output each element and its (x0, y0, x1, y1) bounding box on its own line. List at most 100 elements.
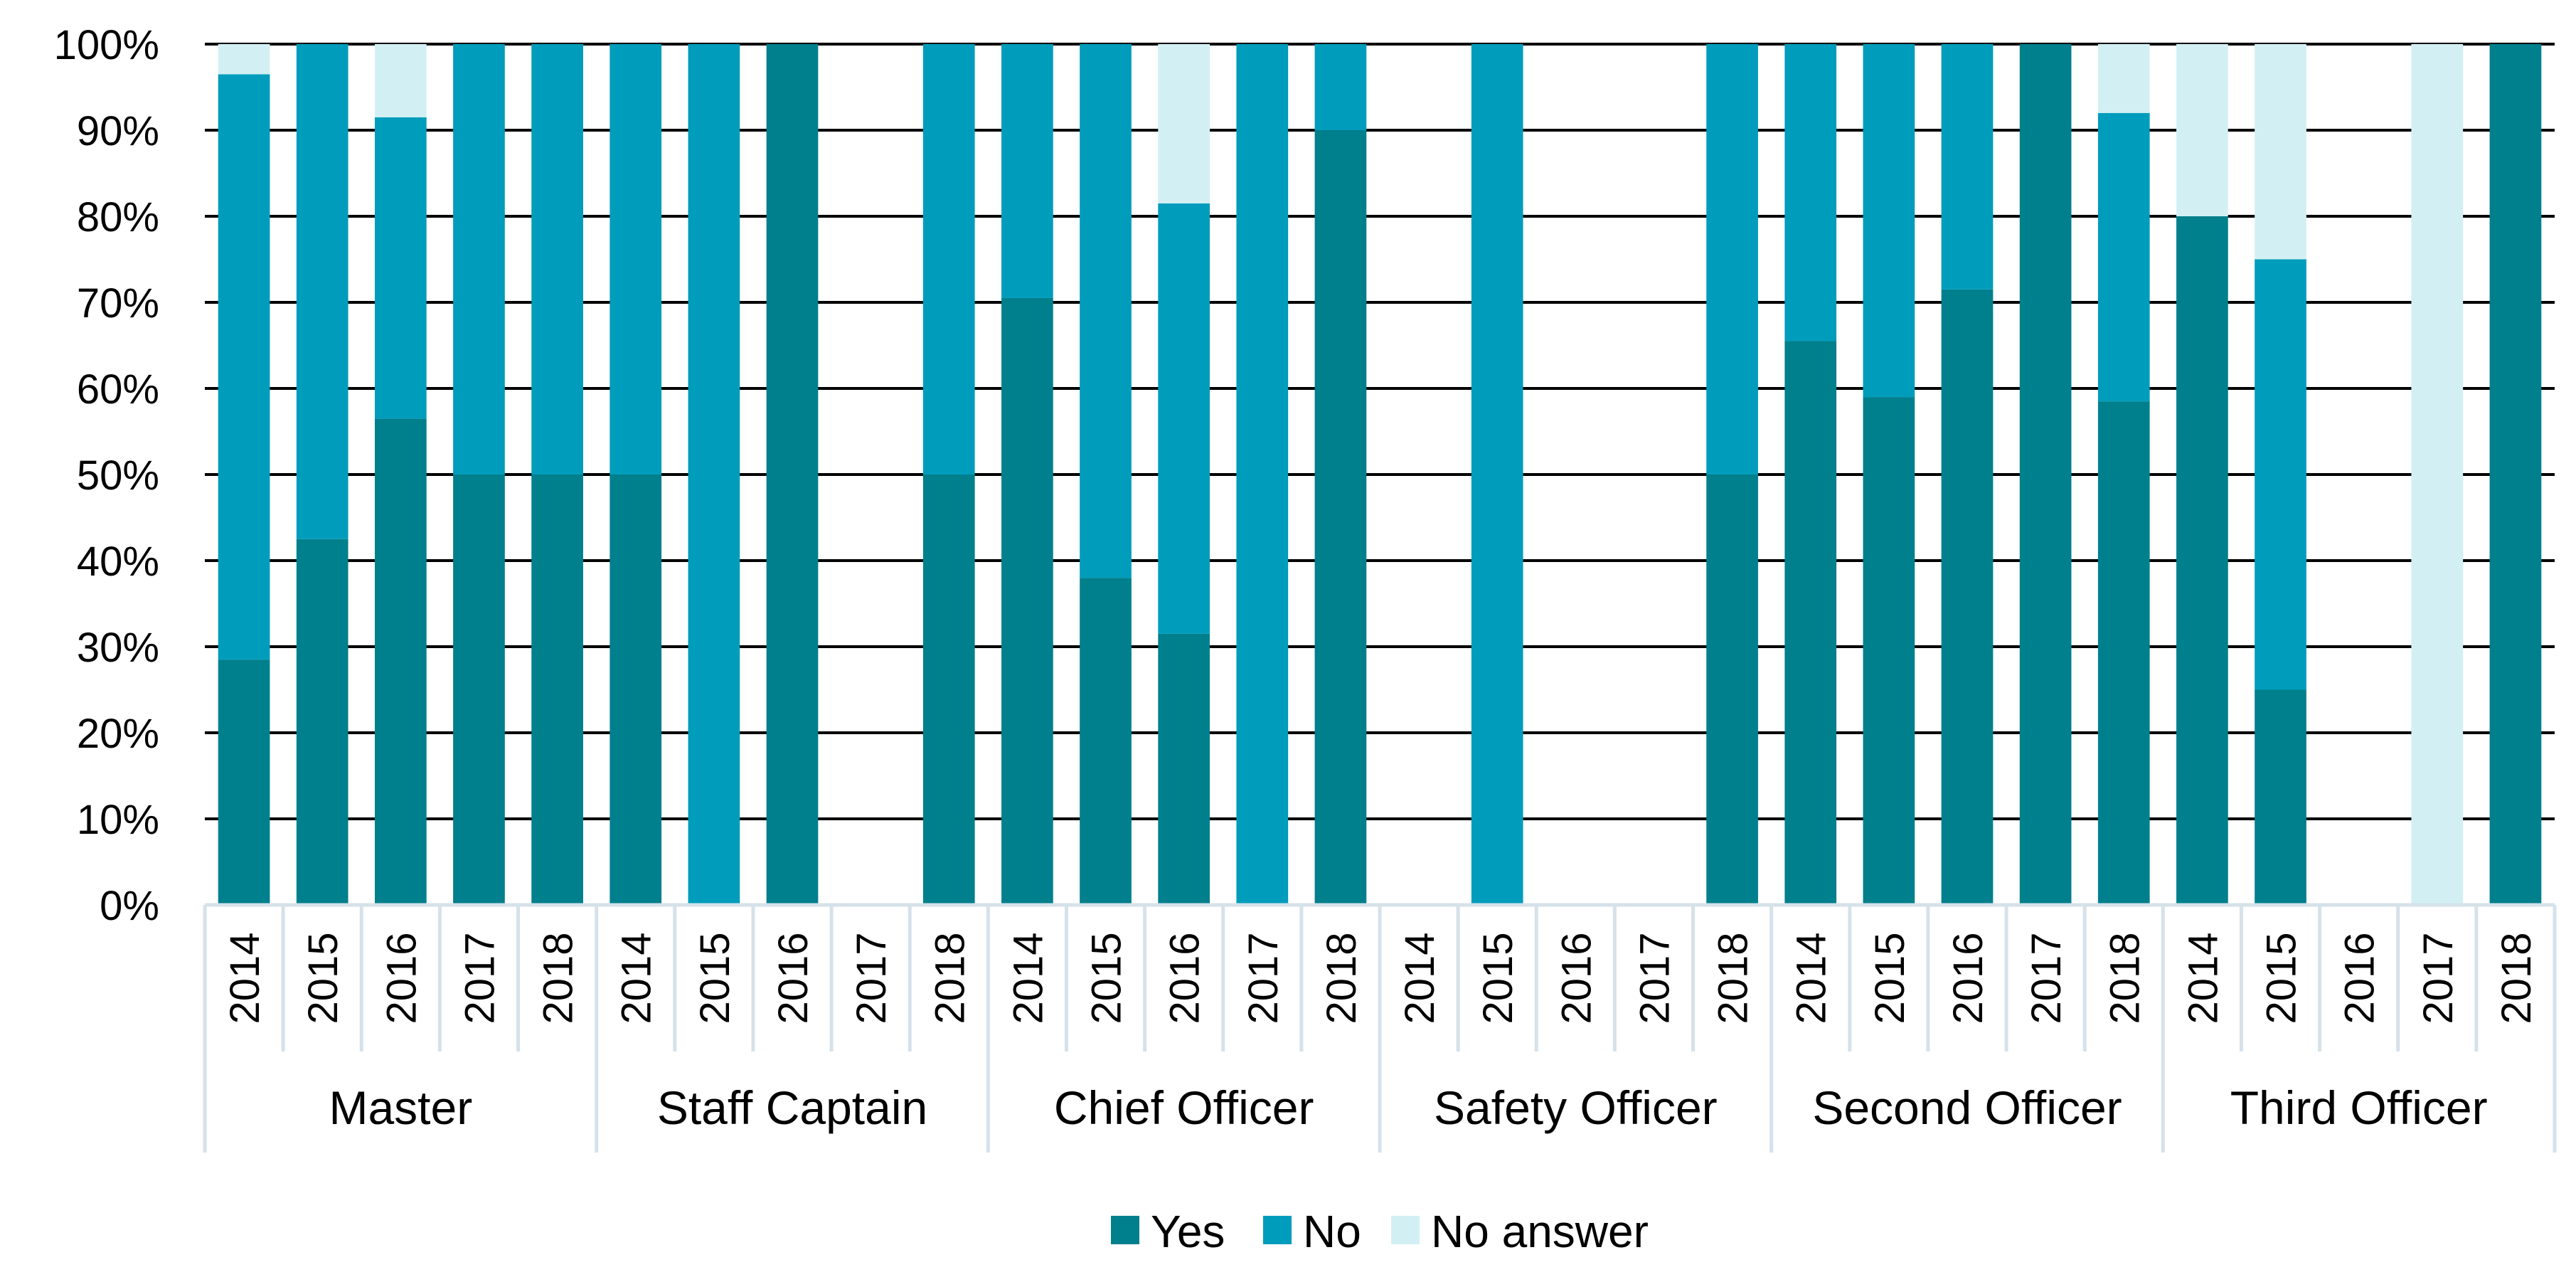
bar-yes-master-2017 (453, 475, 505, 905)
bar-no-chief-officer-2017 (1236, 44, 1289, 905)
x-tick-label-master-2015: 2015 (300, 932, 346, 1024)
bar-yes-third-officer-2018 (2489, 44, 2542, 905)
bar-no-master-2016 (374, 117, 427, 419)
x-tick-label-staff-captain-2016: 2016 (770, 932, 816, 1024)
bar-yes-staff-captain-2018 (922, 475, 975, 905)
bar-no-master-2018 (531, 44, 583, 475)
bar-yes-second-officer-2017 (2019, 44, 2072, 905)
bar-yes-third-officer-2015 (2255, 689, 2306, 905)
gridlines (205, 43, 2555, 906)
bar-no-safety-officer-2018 (1706, 44, 1758, 475)
bar-yes-safety-officer-2018 (1706, 475, 1758, 905)
bar-no-answer-chief-officer-2016 (1158, 44, 1210, 203)
bar-yes-master-2018 (531, 475, 583, 905)
y-tick-label: 80% (77, 194, 159, 240)
group-label-chief-officer: Chief Officer (1054, 1081, 1314, 1134)
x-tick-label-chief-officer-2014: 2014 (1005, 932, 1051, 1024)
bar-no-second-officer-2014 (1784, 44, 1837, 341)
bar-no-third-officer-2015 (2255, 259, 2306, 690)
bar-no-answer-third-officer-2014 (2176, 44, 2228, 216)
bar-yes-second-officer-2016 (1941, 289, 1994, 906)
legend-swatch-no-answer (1391, 1216, 1420, 1244)
x-tick-label-second-officer-2017: 2017 (2023, 932, 2070, 1024)
bar-no-master-2014 (218, 74, 270, 660)
bar-yes-second-officer-2014 (1784, 341, 1837, 905)
x-tick-label-staff-captain-2015: 2015 (692, 932, 738, 1024)
bar-yes-third-officer-2014 (2176, 216, 2228, 905)
bar-no-answer-master-2014 (218, 44, 270, 75)
x-tick-label-third-officer-2015: 2015 (2259, 932, 2305, 1024)
x-tick-label-staff-captain-2018: 2018 (927, 932, 973, 1024)
legend-label-no: No (1303, 1206, 1361, 1257)
legend-swatch-no (1263, 1216, 1292, 1244)
bars (218, 44, 2542, 906)
y-tick-label: 90% (77, 108, 159, 154)
x-tick-label-master-2018: 2018 (536, 932, 582, 1024)
bar-yes-master-2015 (296, 539, 348, 905)
x-tick-label-safety-officer-2014: 2014 (1397, 932, 1443, 1024)
y-tick-label: 30% (77, 625, 159, 671)
bar-no-second-officer-2016 (1941, 44, 1994, 290)
bar-yes-chief-officer-2015 (1080, 578, 1132, 905)
group-label-master: Master (329, 1081, 472, 1134)
bar-no-answer-third-officer-2017 (2411, 44, 2464, 905)
x-axis: 2014 2015 2016 2017 2018 Master 2014 2015 2016 20… (203, 903, 2557, 1153)
y-tick-label: 70% (77, 280, 159, 327)
x-tick-label-safety-officer-2016: 2016 (1553, 932, 1600, 1024)
bar-yes-staff-captain-2016 (766, 44, 819, 905)
bar-no-chief-officer-2015 (1080, 44, 1132, 578)
bar-no-answer-third-officer-2015 (2255, 44, 2306, 260)
y-tick-label: 40% (77, 539, 159, 585)
bar-no-chief-officer-2018 (1314, 44, 1367, 130)
x-tick-label-third-officer-2016: 2016 (2337, 932, 2383, 1024)
bar-no-answer-master-2016 (374, 44, 427, 117)
x-tick-label-safety-officer-2017: 2017 (1632, 932, 1678, 1024)
y-axis: 0% 10% 20% 30% 40% 50% 60% 70% 80% 90% 100% (54, 22, 159, 929)
x-tick-label-chief-officer-2015: 2015 (1084, 932, 1130, 1024)
bar-no-second-officer-2018 (2097, 112, 2150, 402)
bar-yes-staff-captain-2014 (610, 475, 662, 905)
x-tick-label-chief-officer-2018: 2018 (1319, 932, 1365, 1024)
bar-no-chief-officer-2016 (1158, 203, 1210, 634)
bar-no-safety-officer-2015 (1471, 44, 1523, 905)
x-tick-label-master-2014: 2014 (222, 932, 268, 1024)
legend-label-yes: Yes (1151, 1206, 1225, 1257)
y-tick-label: 100% (54, 22, 159, 68)
x-tick-label-staff-captain-2014: 2014 (614, 932, 660, 1024)
group-label-safety-officer: Safety Officer (1434, 1081, 1718, 1134)
x-tick-label-master-2016: 2016 (378, 932, 425, 1024)
group-label-staff-captain: Staff Captain (657, 1081, 927, 1134)
x-tick-label-staff-captain-2017: 2017 (848, 932, 895, 1024)
y-tick-label: 50% (77, 452, 159, 499)
x-tick-label-chief-officer-2017: 2017 (1240, 932, 1287, 1024)
bar-no-chief-officer-2014 (1001, 44, 1053, 298)
legend: Yes No No answer (1111, 1206, 1649, 1257)
x-tick-label-second-officer-2014: 2014 (1789, 932, 1835, 1024)
x-tick-label-safety-officer-2018: 2018 (1710, 932, 1757, 1024)
x-tick-label-second-officer-2015: 2015 (1867, 932, 1913, 1024)
bar-no-master-2015 (296, 44, 348, 539)
x-tick-label-third-officer-2017: 2017 (2415, 932, 2461, 1024)
group-label-third-officer: Third Officer (2230, 1081, 2488, 1134)
bar-yes-second-officer-2015 (1863, 397, 1915, 905)
legend-label-no-answer: No answer (1431, 1206, 1649, 1257)
bar-yes-chief-officer-2018 (1314, 130, 1367, 905)
bar-yes-second-officer-2018 (2097, 401, 2150, 905)
bar-yes-chief-officer-2016 (1158, 633, 1210, 905)
y-tick-label: 60% (77, 366, 159, 413)
bar-no-master-2017 (453, 44, 505, 475)
bar-yes-chief-officer-2014 (1001, 297, 1053, 905)
bar-no-staff-captain-2018 (922, 44, 975, 475)
x-tick-label-second-officer-2018: 2018 (2102, 932, 2148, 1024)
y-tick-label: 10% (77, 797, 159, 843)
legend-swatch-yes (1111, 1216, 1139, 1244)
bar-no-answer-second-officer-2018 (2097, 44, 2150, 113)
x-tick-label-third-officer-2018: 2018 (2493, 932, 2540, 1024)
x-tick-label-second-officer-2016: 2016 (1945, 932, 1991, 1024)
y-tick-label: 20% (77, 711, 159, 757)
x-tick-label-master-2017: 2017 (457, 932, 503, 1024)
y-tick-label: 0% (100, 883, 159, 929)
x-tick-label-third-officer-2014: 2014 (2180, 932, 2226, 1024)
bar-no-staff-captain-2015 (688, 44, 740, 905)
